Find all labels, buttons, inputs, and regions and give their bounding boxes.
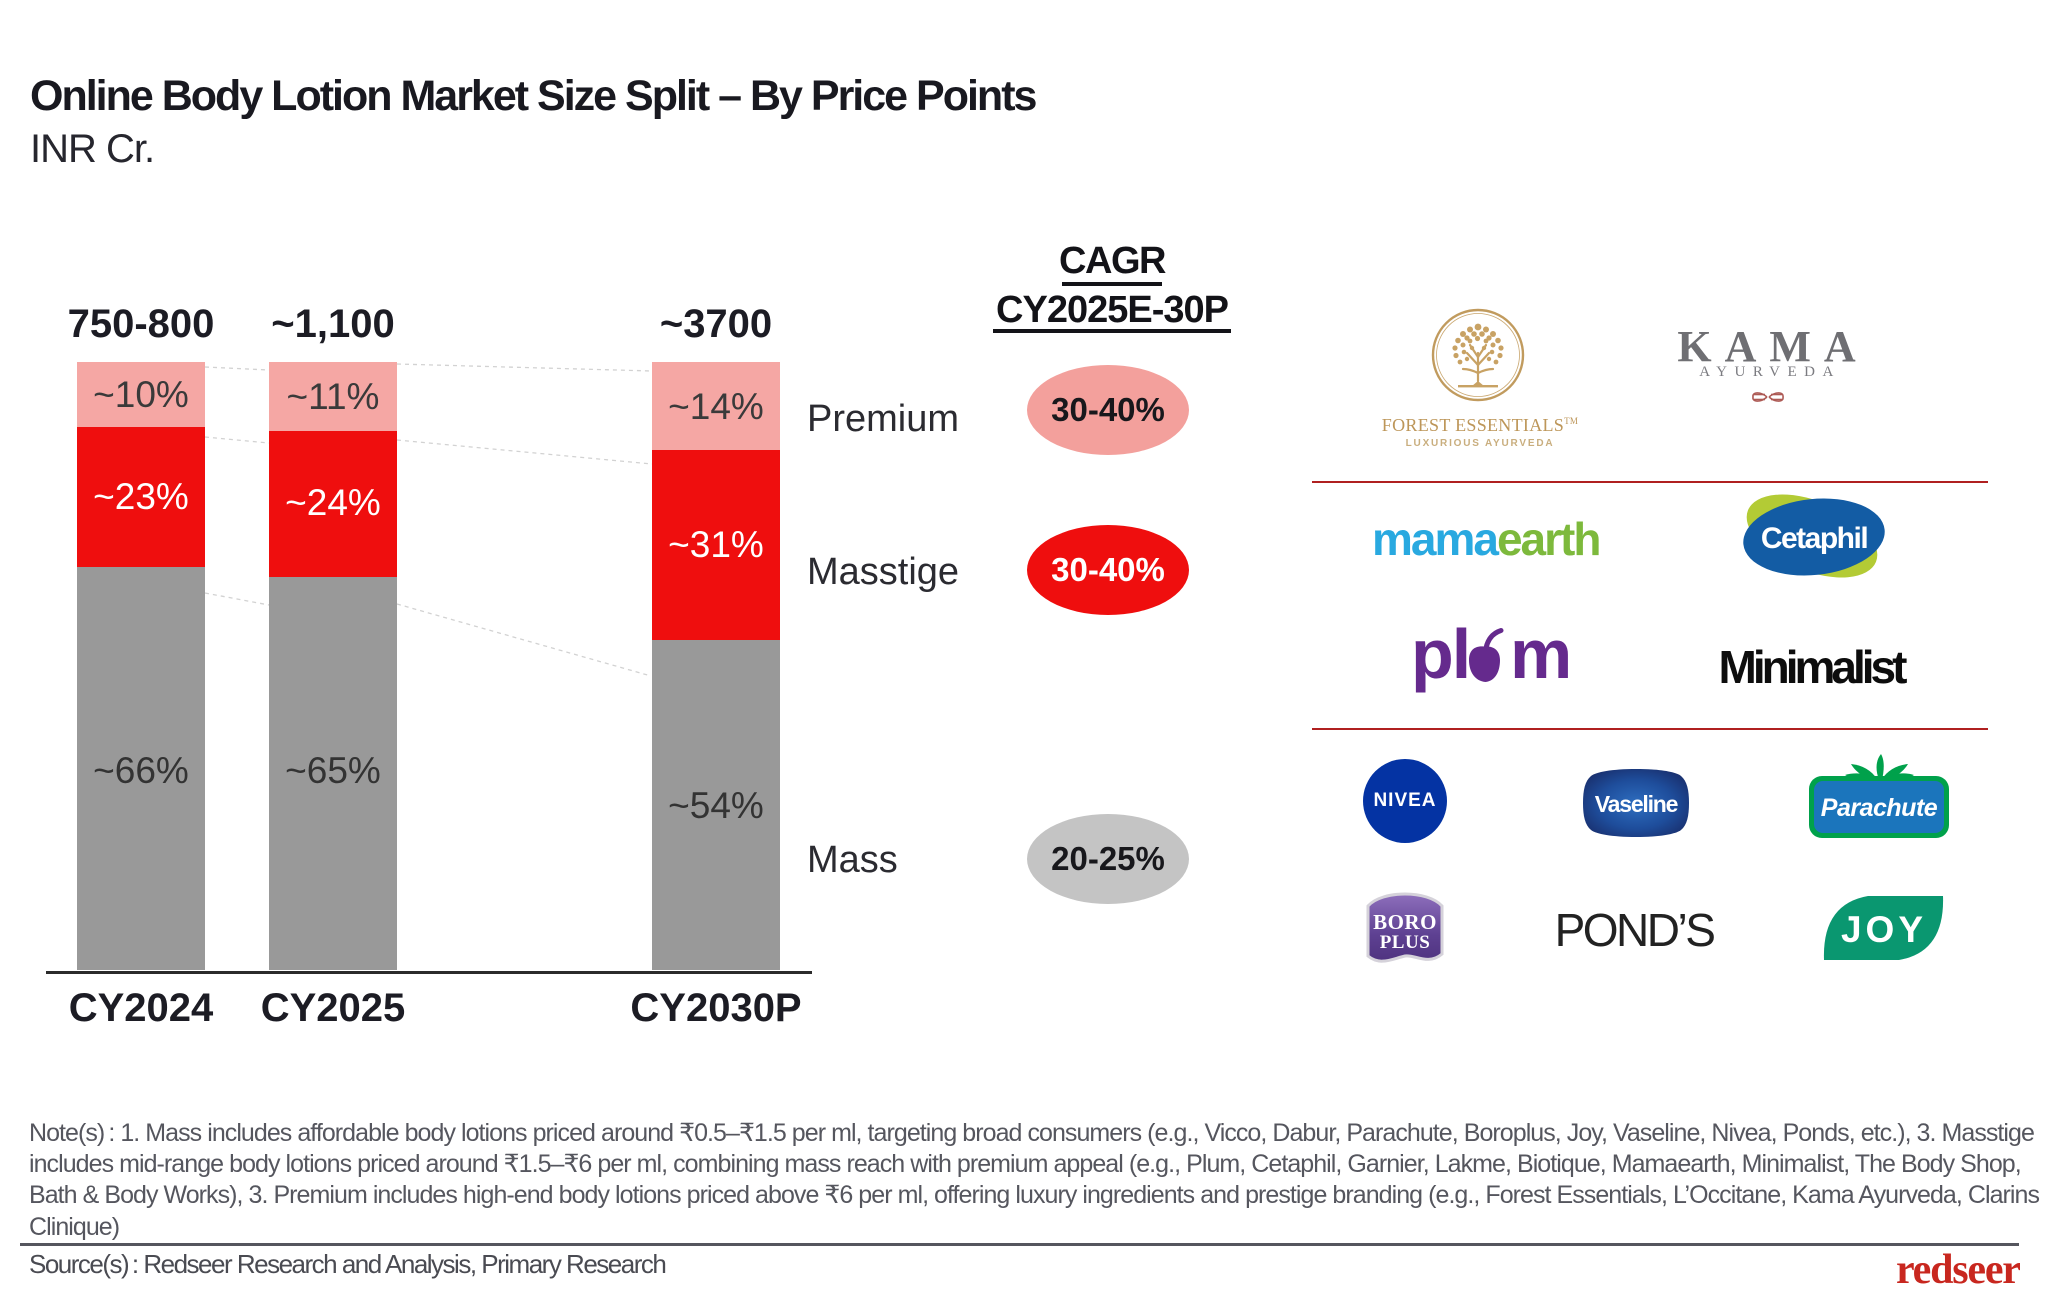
svg-text:Vaseline: Vaseline	[1595, 791, 1678, 817]
svg-text:Parachute: Parachute	[1821, 794, 1938, 822]
svg-text:JOY: JOY	[1841, 909, 1927, 950]
svg-text:Cetaphil: Cetaphil	[1761, 522, 1868, 555]
svg-text:PLUS: PLUS	[1380, 932, 1431, 953]
svg-text:BORO: BORO	[1373, 910, 1437, 934]
